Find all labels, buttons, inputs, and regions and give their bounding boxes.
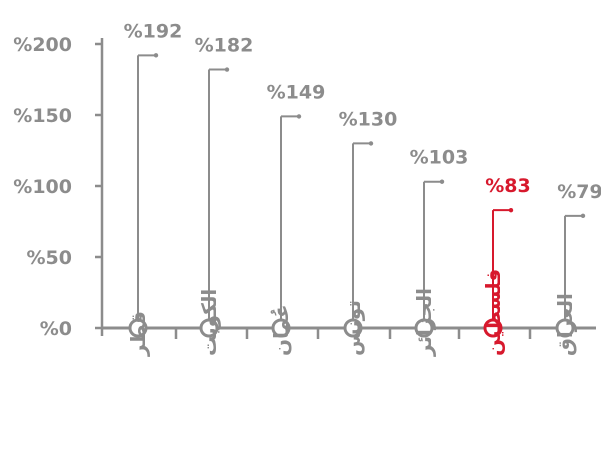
y-tick-label: %200 xyxy=(13,34,72,56)
lollipop-base-marker xyxy=(271,318,291,338)
lollipop-base-marker xyxy=(483,318,503,338)
lollipop-end-dot xyxy=(368,141,374,146)
lollipop-end-dot xyxy=(153,53,159,58)
lollipop-base-marker xyxy=(199,318,219,338)
lollipop-end-dot xyxy=(439,179,445,184)
value-label: %182 xyxy=(195,35,254,57)
category-label: عُمان xyxy=(269,304,293,356)
value-label: %130 xyxy=(339,108,398,130)
value-label: %149 xyxy=(267,81,326,103)
y-tick-label: %50 xyxy=(27,247,72,269)
lollipop-base-marker xyxy=(343,318,363,338)
y-tick-label: %0 xyxy=(40,318,72,340)
value-label: %79 xyxy=(557,181,601,203)
category-label: قطر xyxy=(126,311,150,357)
category-label: تونس xyxy=(341,300,365,356)
category-label: الكويت xyxy=(197,289,221,356)
value-label: %83 xyxy=(485,175,530,197)
category-label: العراق xyxy=(553,293,577,356)
category-label: الجزائر xyxy=(412,288,436,357)
y-tick-label: %150 xyxy=(13,105,72,127)
lollipop-base-marker xyxy=(555,318,575,338)
chart-marks: %192 قطر %182 الكويت %149 عُمان %130 تونس %103 ال… xyxy=(124,20,601,357)
lollipop-end-dot xyxy=(224,67,230,72)
lollipop-end-dot xyxy=(508,207,514,213)
lollipop-end-dot xyxy=(580,213,586,219)
lollipop-base-marker xyxy=(128,318,148,338)
category-label: فلسطين xyxy=(481,269,505,356)
value-label: %103 xyxy=(410,147,469,169)
y-tick-label: %100 xyxy=(13,176,72,198)
lollipop-base-marker xyxy=(414,318,434,338)
value-label: %192 xyxy=(124,20,183,42)
lollipop-end-dot xyxy=(296,114,302,119)
